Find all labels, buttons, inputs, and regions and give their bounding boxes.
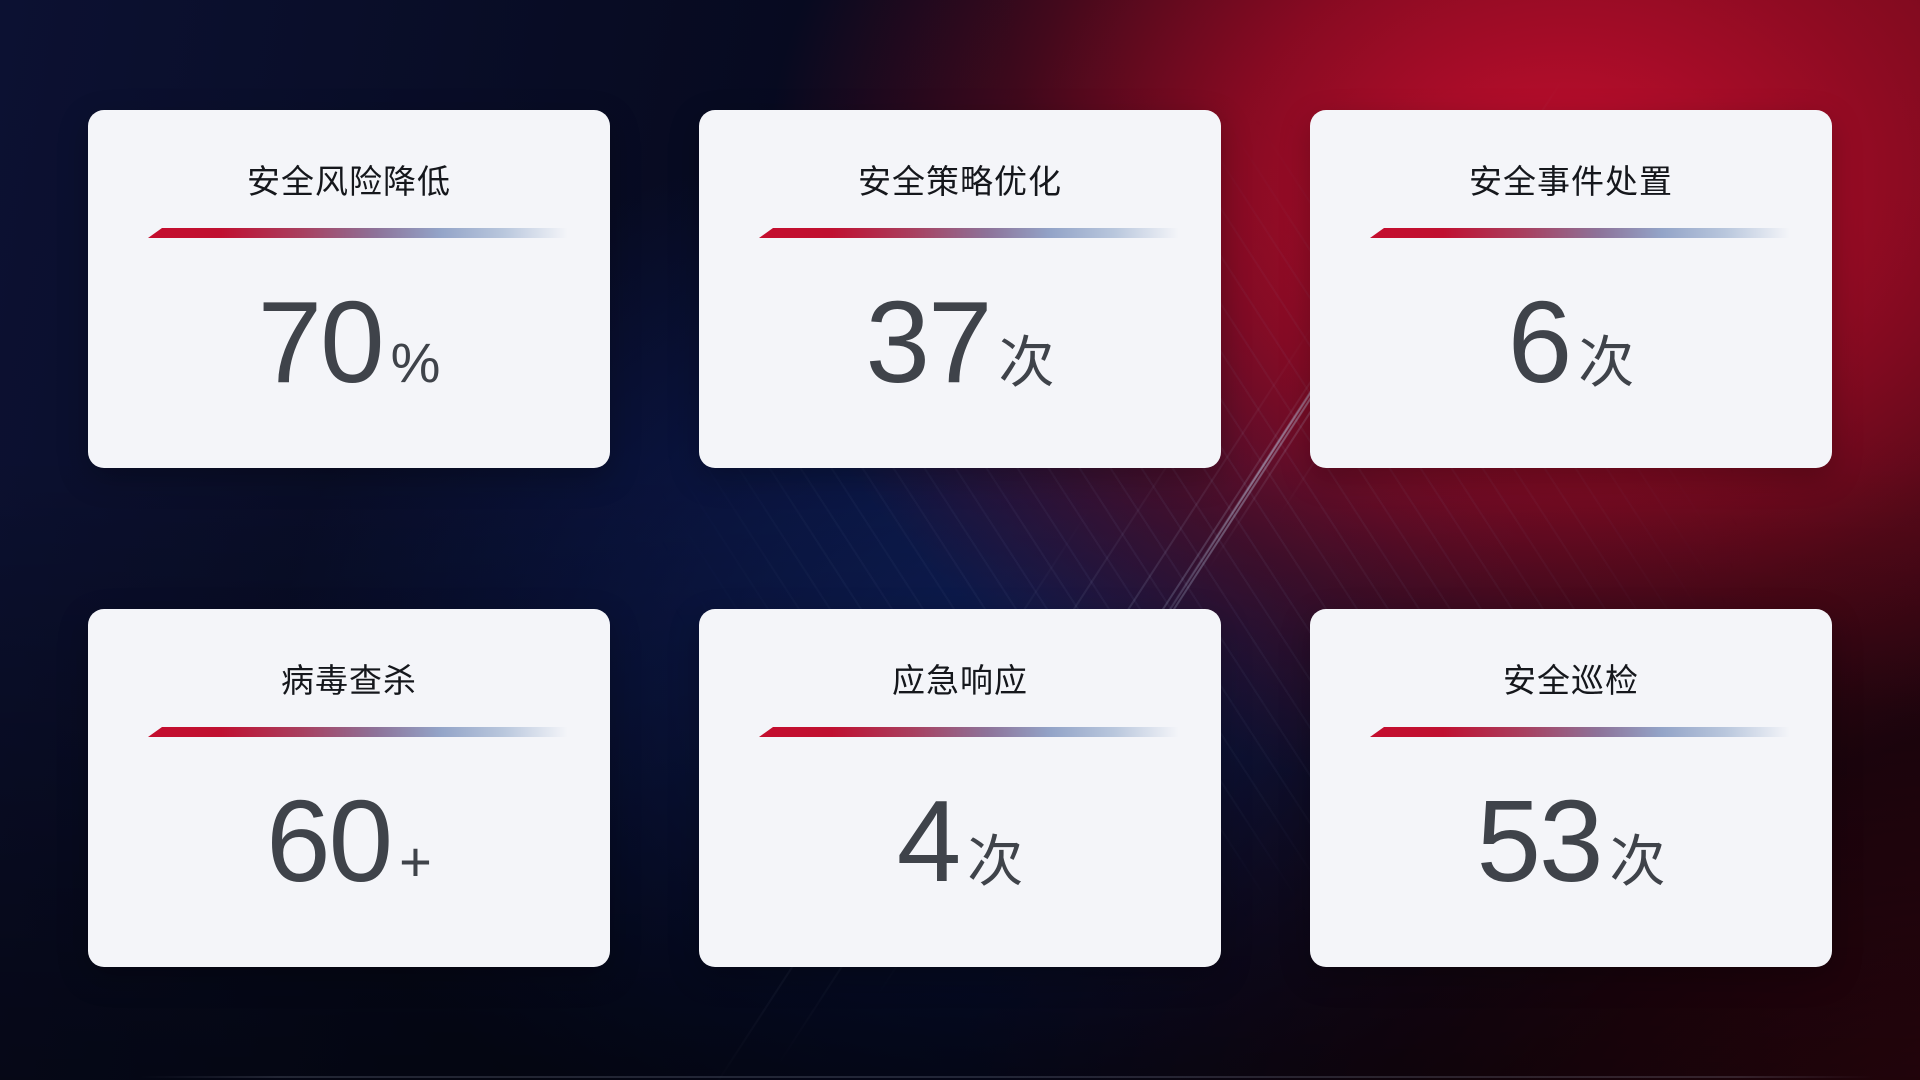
card-value-unit: 次 [998,331,1055,394]
background-bottom-edge-line [140,1076,1875,1078]
stat-card-virus-scan: 病毒查杀 60 + [88,609,610,967]
card-value-number: 70 [257,277,385,407]
card-value: 4 次 [699,783,1221,899]
card-value-number: 6 [1507,277,1573,407]
stat-card-incident-handling: 安全事件处置 6 次 [1310,110,1832,468]
card-value-unit: 次 [1609,830,1666,893]
card-value: 37 次 [699,284,1221,400]
card-accent-line [759,727,1215,737]
stat-card-risk-reduction: 安全风险降低 70 % [88,110,610,468]
card-value-unit: + [399,830,432,893]
card-value-number: 53 [1476,776,1603,906]
card-value-number: 4 [896,776,962,906]
stat-card-policy-optimization: 安全策略优化 37 次 [699,110,1221,468]
stats-grid: 安全风险降低 70 % 安全策略优化 37 次 安全事件处置 6 次 病毒查杀 … [88,110,1832,967]
card-accent-line [148,228,604,238]
card-title: 应急响应 [892,662,1028,699]
card-accent-line [1370,228,1826,238]
card-accent-line [148,727,604,737]
card-value-unit: 次 [967,830,1024,893]
card-value-number: 37 [865,277,992,407]
card-value-unit: % [390,331,441,394]
card-value: 60 + [88,783,610,899]
card-value: 53 次 [1310,783,1832,899]
card-title: 安全巡检 [1503,662,1639,699]
card-title: 安全策略优化 [858,163,1062,200]
card-value: 6 次 [1310,284,1832,400]
stat-card-security-inspection: 安全巡检 53 次 [1310,609,1832,967]
stat-card-emergency-response: 应急响应 4 次 [699,609,1221,967]
card-title: 安全风险降低 [247,163,451,200]
card-accent-line [1370,727,1826,737]
card-accent-line [759,228,1215,238]
card-value: 70 % [88,284,610,400]
card-value-number: 60 [266,776,393,906]
card-value-unit: 次 [1578,331,1635,394]
card-title: 病毒查杀 [281,662,417,699]
card-title: 安全事件处置 [1469,163,1673,200]
